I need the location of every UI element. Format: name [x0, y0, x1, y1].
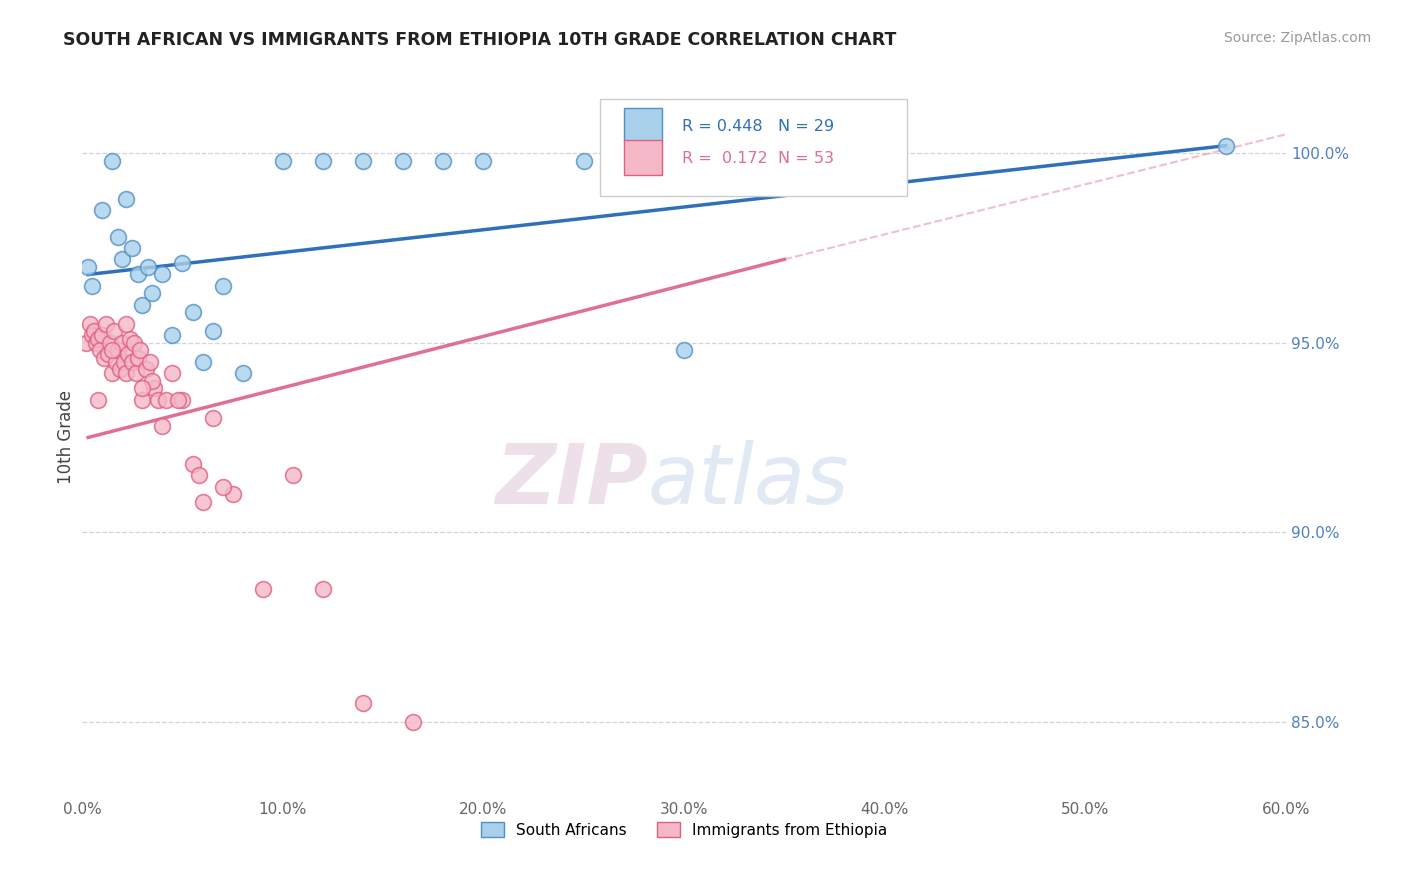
Point: [127, 351, 149, 365]
Point: [131, 298, 153, 312]
Point: [148, 392, 170, 407]
Point: [152, 268, 174, 282]
Point: [111, 252, 134, 267]
Point: [107, 343, 129, 358]
Point: [139, 354, 162, 368]
Y-axis label: 10th Grade: 10th Grade: [58, 391, 75, 484]
Point: [127, 268, 149, 282]
Point: [115, 192, 138, 206]
Point: [77, 260, 100, 274]
Text: SOUTH AFRICAN VS IMMIGRANTS FROM ETHIOPIA 10TH GRADE CORRELATION CHART: SOUTH AFRICAN VS IMMIGRANTS FROM ETHIOPI…: [63, 31, 897, 49]
Point: [673, 343, 696, 358]
Point: [91, 203, 114, 218]
Point: [352, 696, 374, 710]
Bar: [624, 108, 662, 142]
Point: [131, 381, 153, 395]
Point: [135, 362, 157, 376]
Point: [191, 495, 214, 509]
Point: [131, 392, 153, 407]
Point: [281, 468, 304, 483]
Point: [89, 343, 111, 358]
Point: [155, 392, 177, 407]
Point: [191, 354, 214, 368]
Point: [110, 362, 132, 376]
Point: [1215, 138, 1237, 153]
Point: [141, 374, 163, 388]
Point: [129, 343, 152, 358]
Point: [121, 354, 143, 368]
Point: [472, 153, 495, 168]
Text: Source: ZipAtlas.com: Source: ZipAtlas.com: [1223, 31, 1371, 45]
Point: [572, 153, 595, 168]
Point: [152, 419, 174, 434]
Point: [91, 328, 114, 343]
Point: [172, 392, 194, 407]
Point: [121, 241, 143, 255]
Point: [111, 335, 134, 350]
Point: [120, 332, 142, 346]
Point: [96, 317, 118, 331]
Text: atlas: atlas: [648, 440, 849, 521]
Point: [82, 278, 104, 293]
Point: [101, 153, 124, 168]
Point: [162, 366, 184, 380]
Point: [181, 305, 204, 319]
Point: [172, 256, 194, 270]
Point: [312, 153, 335, 168]
Point: [252, 582, 274, 596]
Point: [143, 381, 166, 395]
Point: [187, 468, 209, 483]
Point: [93, 351, 115, 365]
Point: [75, 335, 97, 350]
Point: [87, 332, 110, 346]
FancyBboxPatch shape: [600, 99, 907, 196]
Point: [98, 335, 121, 350]
Point: [117, 347, 139, 361]
Point: [211, 480, 233, 494]
Point: [162, 328, 184, 343]
Point: [138, 260, 160, 274]
Point: [112, 354, 135, 368]
Point: [82, 328, 104, 343]
Point: [352, 153, 374, 168]
Point: [432, 153, 454, 168]
Point: [141, 286, 163, 301]
Point: [312, 582, 335, 596]
Point: [105, 354, 128, 368]
Point: [181, 457, 204, 471]
Point: [79, 317, 101, 331]
Point: [87, 392, 110, 407]
Point: [97, 347, 120, 361]
Point: [124, 335, 146, 350]
Point: [392, 153, 415, 168]
Point: [101, 366, 124, 380]
Point: [201, 324, 224, 338]
Point: [125, 366, 148, 380]
Text: R = 0.448   N = 29: R = 0.448 N = 29: [682, 119, 834, 134]
Legend: South Africans, Immigrants from Ethiopia: South Africans, Immigrants from Ethiopia: [475, 815, 894, 844]
Point: [221, 487, 243, 501]
Point: [84, 335, 107, 350]
Point: [115, 366, 138, 380]
Point: [83, 324, 105, 338]
Point: [271, 153, 294, 168]
Point: [167, 392, 190, 407]
Point: [402, 714, 425, 729]
Point: [115, 317, 138, 331]
Point: [232, 366, 254, 380]
Point: [201, 411, 224, 425]
Point: [101, 343, 124, 358]
Text: ZIP: ZIP: [495, 440, 648, 521]
Point: [107, 229, 129, 244]
Point: [103, 324, 125, 338]
Text: R =  0.172  N = 53: R = 0.172 N = 53: [682, 152, 834, 166]
Bar: [624, 140, 662, 175]
Point: [211, 278, 233, 293]
